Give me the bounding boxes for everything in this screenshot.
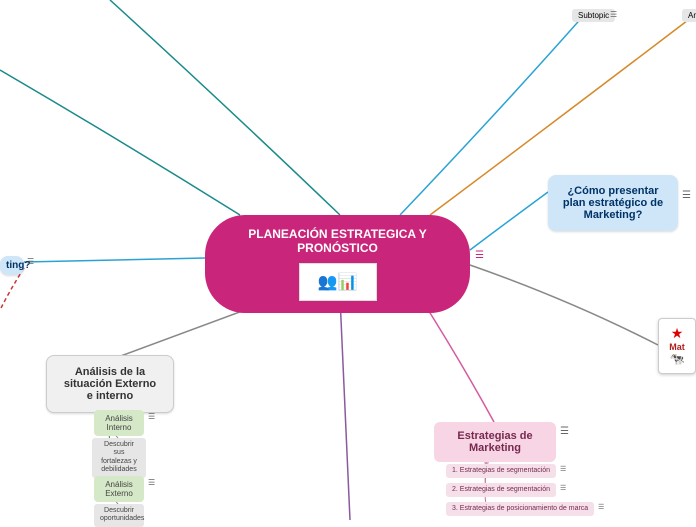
ani-label: Ani [688, 11, 696, 20]
cow-icon: 🐄 [670, 352, 685, 366]
menu-icon[interactable]: ☰ [560, 485, 566, 492]
child-analisis-externo[interactable]: Análisis Externo [94, 476, 144, 502]
child-fortalezas[interactable]: Descubrir sus fortalezas y debilidades [92, 438, 146, 478]
menu-icon[interactable]: ☰ [27, 258, 34, 266]
menu-icon[interactable]: ☰ [560, 466, 566, 473]
child-estr-3[interactable]: 3. Estrategias de posicionamiento de mar… [446, 502, 594, 516]
branch-label: ¿Cómo presentar plan estratégico de Mark… [563, 185, 663, 221]
branch-label: Análisis de la situación Externo e inter… [64, 366, 156, 402]
child-estr-1[interactable]: 1. Estrategias de segmentación [446, 464, 556, 478]
menu-icon[interactable]: ☰ [148, 413, 155, 421]
branch-label: Estrategias de Marketing [457, 430, 532, 454]
menu-icon[interactable]: ☰ [610, 11, 617, 19]
menu-icon[interactable]: ☰ [682, 191, 691, 201]
child-estr-2[interactable]: 2. Estrategias de segmentación [446, 483, 556, 497]
branch-analisis[interactable]: Análisis de la situación Externo e inter… [46, 355, 174, 413]
branch-matrix[interactable]: ★ Mat 🐄 [658, 318, 696, 374]
menu-icon[interactable]: ☰ [598, 504, 604, 511]
branch-marketing-clip[interactable]: ting? [0, 256, 24, 275]
subtopic-label: Subtopic [578, 11, 609, 20]
subtopic-node[interactable]: Subtopic [572, 9, 615, 22]
center-title: PLANEACIÓN ESTRATEGICA Y PRONÓSTICO [225, 227, 450, 255]
ani-node[interactable]: Ani [682, 9, 696, 22]
branch-estrategias[interactable]: Estrategias de Marketing [434, 422, 556, 462]
center-image-placeholder: 👥📊 [299, 263, 377, 301]
matrix-label: Mat [669, 342, 685, 352]
star-icon: ★ [671, 325, 684, 341]
branch-presentar[interactable]: ¿Cómo presentar plan estratégico de Mark… [548, 175, 678, 231]
child-oportunidades[interactable]: Descubrir oportunidades [94, 504, 144, 527]
menu-icon[interactable]: ☰ [560, 427, 569, 437]
child-analisis-interno[interactable]: Análisis Interno [94, 410, 144, 436]
center-node[interactable]: PLANEACIÓN ESTRATEGICA Y PRONÓSTICO 👥📊 [205, 215, 470, 313]
menu-icon[interactable]: ☰ [148, 479, 155, 487]
menu-icon[interactable]: ☰ [475, 251, 484, 261]
